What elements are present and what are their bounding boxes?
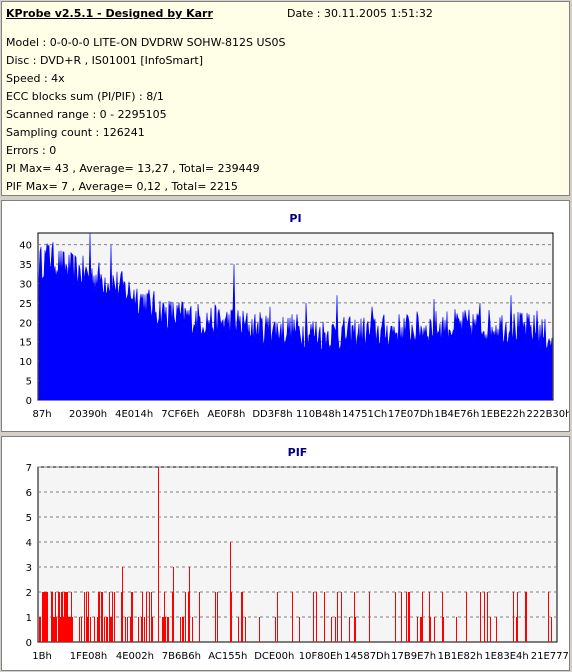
pif-x-tick-label: 1E83E4h [484, 651, 528, 662]
pi-x-tick-label: 4E014h [115, 409, 153, 420]
info-scanned-range: Scanned range : 0 - 2295105 [6, 108, 167, 121]
info-ecc-blocks: ECC blocks sum (PI/PIF) : 8/1 [6, 90, 164, 103]
pif-x-tick-label: 7B6B6h [162, 651, 201, 662]
pi-x-tick-label: 7CF6Eh [161, 409, 199, 420]
info-disc: Disc : DVD+R , IS01001 [InfoSmart] [6, 54, 204, 67]
pif-y-tick-label: 4 [26, 538, 32, 549]
info-speed: Speed : 4x [6, 72, 65, 85]
pif-x-tick-label: 17B9E7h [391, 651, 436, 662]
pi-series-area [38, 232, 553, 401]
info-pif-stats: PIF Max= 7 , Average= 0,12 , Total= 2215 [6, 180, 238, 193]
pif-y-tick-label: 7 [26, 463, 32, 474]
pi-x-tick-label: 110B48h [296, 409, 341, 420]
pif-x-tick-label: 1FE08h [70, 651, 108, 662]
pif-series-bars [39, 467, 552, 642]
pif-y-tick-label: 3 [26, 563, 32, 574]
pif-chart: PIF 0 1 2 3 4 5 6 7 1Bh 1FE08h 4E002h 7B6B6h AC155h DC… [26, 446, 569, 662]
pi-chart-title: PI [289, 212, 301, 225]
pif-plot-area [37, 466, 558, 643]
pif-x-tick-label: 10F80Eh [299, 651, 343, 662]
pi-x-tick-label: 17E07Dh [388, 409, 434, 420]
info-pi-stats: PI Max= 43 , Average= 13,27 , Total= 239… [6, 162, 260, 175]
pif-chart-panel: PIF 0 1 2 3 4 5 6 7 1Bh 1FE08h 4E002h 7B6B6h AC155h DC… [1, 436, 570, 671]
pi-y-tick-label: 10 [19, 357, 32, 368]
pif-x-tick-label: 14587Dh [344, 651, 390, 662]
pi-x-tick-label: 14751Ch [342, 409, 387, 420]
pi-y-tick-label: 15 [19, 338, 32, 349]
pi-x-tick-label: 87h [32, 409, 51, 420]
pif-y-tick-label: 6 [26, 488, 32, 499]
pi-chart: PI 0 5 10 15 20 25 30 35 40 87h 20390h 4E014h 7CF6Eh A… [19, 212, 569, 420]
pi-y-tick-label: 35 [19, 260, 32, 271]
scan-date: Date : 30.11.2005 1:51:32 [287, 7, 433, 20]
pi-y-tick-label: 30 [19, 279, 32, 290]
pi-x-tick-label: 222B30h [526, 409, 569, 420]
pif-x-tick-label: DCE00h [254, 651, 294, 662]
pi-chart-panel: PI 0 5 10 15 20 25 30 35 40 87h 20390h 4E014h 7CF6Eh A… [1, 200, 570, 432]
pif-x-tick-label: 4E002h [116, 651, 154, 662]
pif-x-tick-label: 1B1E82h [438, 651, 483, 662]
pif-x-tick-label: AC155h [208, 651, 247, 662]
info-model: Model : 0-0-0-0 LITE-ON DVDRW SOHW-812S … [6, 36, 286, 49]
info-panel: KProbe v2.5.1 - Designed by Karr Date : … [1, 1, 570, 196]
pif-x-tick-label: 1Bh [32, 651, 52, 662]
pi-x-tick-label: 1B4E76h [434, 409, 479, 420]
pi-y-tick-label: 40 [19, 241, 32, 252]
pi-y-tick-label: 20 [19, 318, 32, 329]
pi-x-tick-label: DD3F8h [252, 409, 292, 420]
pif-y-tick-label: 0 [26, 638, 32, 649]
app-title: KProbe v2.5.1 - Designed by Karr [6, 7, 213, 20]
pif-y-tick-label: 5 [26, 513, 32, 524]
pi-x-tick-label: 20390h [69, 409, 107, 420]
pif-chart-title: PIF [288, 446, 308, 459]
pif-y-tick-label: 2 [26, 588, 32, 599]
info-sampling-count: Sampling count : 126241 [6, 126, 145, 139]
pi-y-tick-label: 5 [26, 377, 32, 388]
pi-x-tick-label: AE0F8h [207, 409, 245, 420]
pi-y-tick-label: 25 [19, 299, 32, 310]
info-errors: Errors : 0 [6, 144, 57, 157]
pif-x-tick-label: 21E777h [531, 651, 569, 662]
pi-y-tick-label: 0 [26, 396, 32, 407]
pif-y-tick-label: 1 [26, 613, 32, 624]
pi-x-tick-label: 1EBE22h [480, 409, 525, 420]
